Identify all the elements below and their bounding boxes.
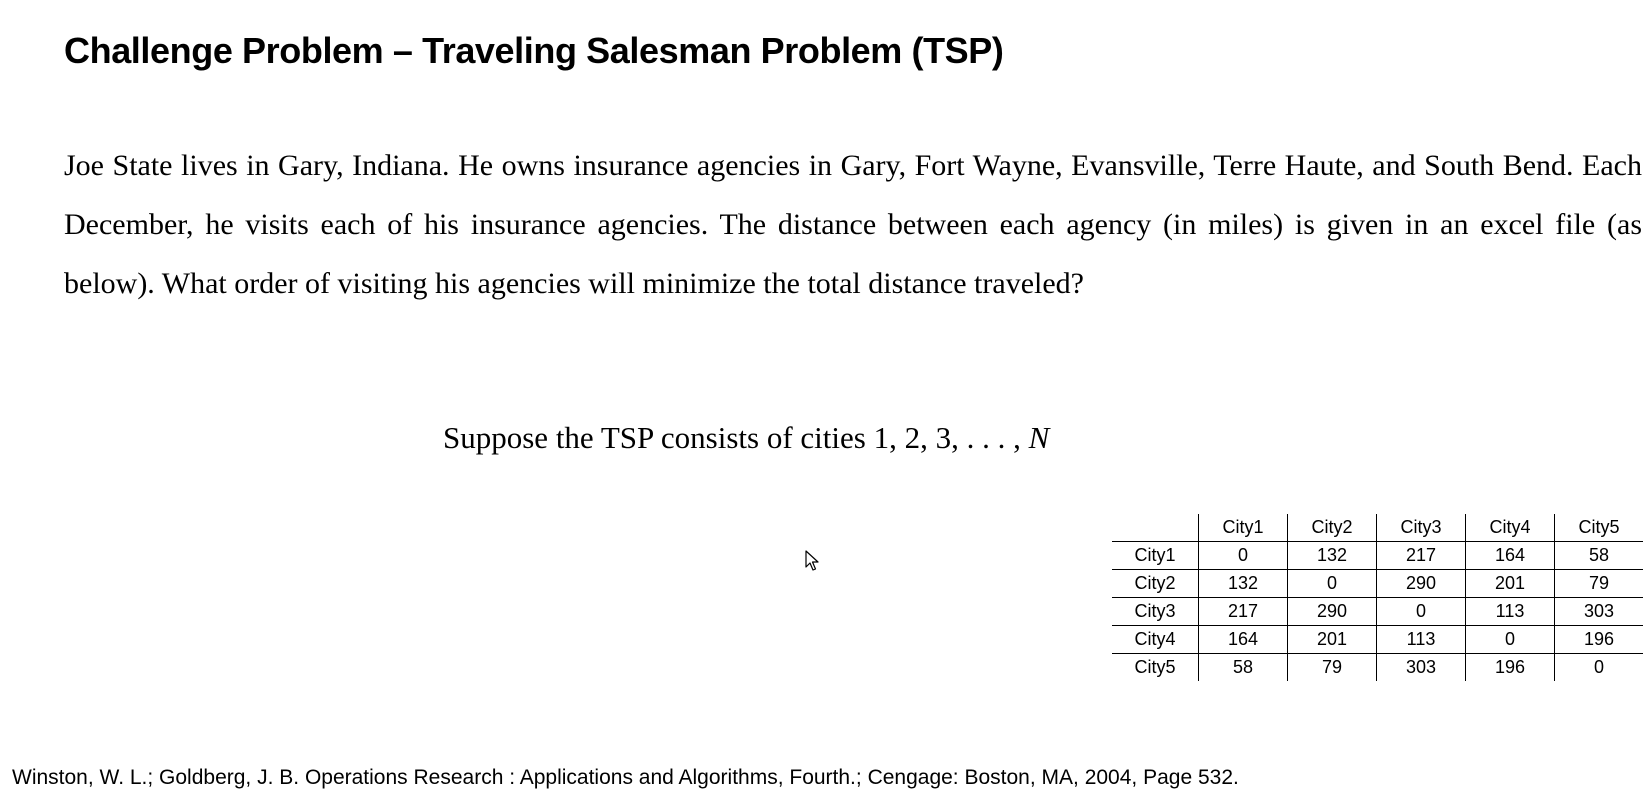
- table-cell: 113: [1376, 625, 1466, 654]
- column-header: City4: [1465, 514, 1555, 542]
- table-row: City3 217 290 0 113 303: [1112, 597, 1643, 626]
- table-cell: 290: [1376, 569, 1466, 598]
- table-cell: 217: [1198, 597, 1288, 626]
- mouse-pointer-icon: [805, 550, 819, 571]
- row-header: City3: [1112, 597, 1199, 626]
- tsp-supposition: Suppose the TSP consists of cities 1, 2,…: [443, 420, 1049, 456]
- table-cell: 164: [1465, 541, 1555, 570]
- table-header-row: City1 City2 City3 City4 City5: [1112, 514, 1643, 542]
- column-header: City3: [1376, 514, 1466, 542]
- table-cell: 79: [1554, 569, 1643, 598]
- table-cell: 132: [1287, 541, 1377, 570]
- table-row: City5 58 79 303 196 0: [1112, 653, 1643, 681]
- citation-reference: Winston, W. L.; Goldberg, J. B. Operatio…: [12, 766, 1239, 789]
- table-cell: 201: [1465, 569, 1555, 598]
- table-cell: 0: [1465, 625, 1555, 654]
- table-row: City2 132 0 290 201 79: [1112, 569, 1643, 598]
- table-row: City4 164 201 113 0 196: [1112, 625, 1643, 654]
- row-header: City4: [1112, 625, 1199, 654]
- slide-title: Challenge Problem – Traveling Salesman P…: [64, 30, 1004, 71]
- row-header: City2: [1112, 569, 1199, 598]
- table-cell: 0: [1198, 541, 1288, 570]
- table-cell: 0: [1287, 569, 1377, 598]
- table-cell: 303: [1554, 597, 1643, 626]
- table-cell: 0: [1376, 597, 1466, 626]
- row-header: City1: [1112, 541, 1199, 570]
- table-cell: 58: [1198, 653, 1288, 681]
- table-corner-cell: [1112, 514, 1199, 542]
- column-header: City2: [1287, 514, 1377, 542]
- distance-matrix-table: City1 City2 City3 City4 City5 City1 0 13…: [1112, 514, 1643, 681]
- table-cell: 164: [1198, 625, 1288, 654]
- table-cell: 58: [1554, 541, 1643, 570]
- table-cell: 113: [1465, 597, 1555, 626]
- table-cell: 196: [1465, 653, 1555, 681]
- table-cell: 0: [1554, 653, 1643, 681]
- supposition-variable: N: [1028, 420, 1050, 455]
- table-cell: 79: [1287, 653, 1377, 681]
- column-header: City5: [1554, 514, 1643, 542]
- table-cell: 303: [1376, 653, 1466, 681]
- table-cell: 201: [1287, 625, 1377, 654]
- row-header: City5: [1112, 653, 1199, 681]
- table-cell: 217: [1376, 541, 1466, 570]
- table-cell: 290: [1287, 597, 1377, 626]
- problem-statement: Joe State lives in Gary, Indiana. He own…: [64, 149, 1642, 300]
- table-cell: 132: [1198, 569, 1288, 598]
- column-header: City1: [1198, 514, 1288, 542]
- table-cell: 196: [1554, 625, 1643, 654]
- table-row: City1 0 132 217 164 58: [1112, 541, 1643, 570]
- supposition-text: Suppose the TSP consists of cities 1, 2,…: [443, 420, 1029, 455]
